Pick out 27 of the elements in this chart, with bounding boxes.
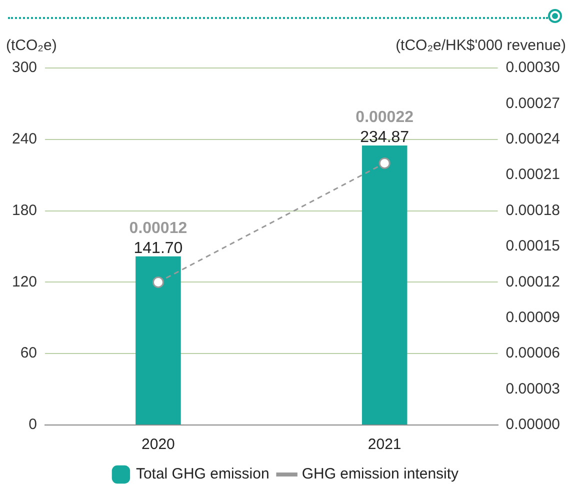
y2-tick-label: 0.00018: [506, 202, 560, 219]
y-tick-label: 60: [20, 344, 38, 362]
legend-label: Total GHG emission: [136, 466, 270, 483]
legend-label: GHG emission intensity: [302, 466, 460, 483]
data-label: 0.00012: [129, 220, 188, 237]
y-tick-label: 0: [28, 416, 38, 434]
y2-tick-label: 0.00015: [506, 238, 560, 255]
data-label: 141.70: [134, 240, 183, 257]
x-tick-label: 2020: [142, 436, 175, 454]
data-label: 0.00022: [356, 108, 414, 126]
y-tick-label: 120: [12, 273, 38, 290]
y2-tick-label: 0.00027: [506, 94, 560, 112]
y-tick-label: 300: [12, 59, 38, 76]
y2-tick-label: 0.00021: [506, 166, 560, 184]
y2-tick-label: 0.00006: [506, 344, 560, 362]
data-label: 234.87: [360, 128, 410, 146]
y2-tick-label: 0.00030: [506, 59, 560, 76]
y2-tick-label: 0.00009: [506, 309, 560, 326]
y-tick-label: 180: [12, 202, 38, 219]
x-tick-label: 2021: [368, 436, 402, 454]
y2-tick-label: 0.00012: [506, 273, 560, 290]
y-tick-label: 240: [12, 130, 38, 148]
y-axis-title: (tCO₂e): [6, 37, 57, 54]
y2-tick-label: 0.00000: [506, 416, 560, 434]
y2-tick-label: 0.00003: [506, 380, 560, 398]
y2-axis-title: (tCO₂e/HK$'000 revenue): [396, 37, 566, 54]
y2-tick-label: 0.00024: [506, 130, 560, 148]
